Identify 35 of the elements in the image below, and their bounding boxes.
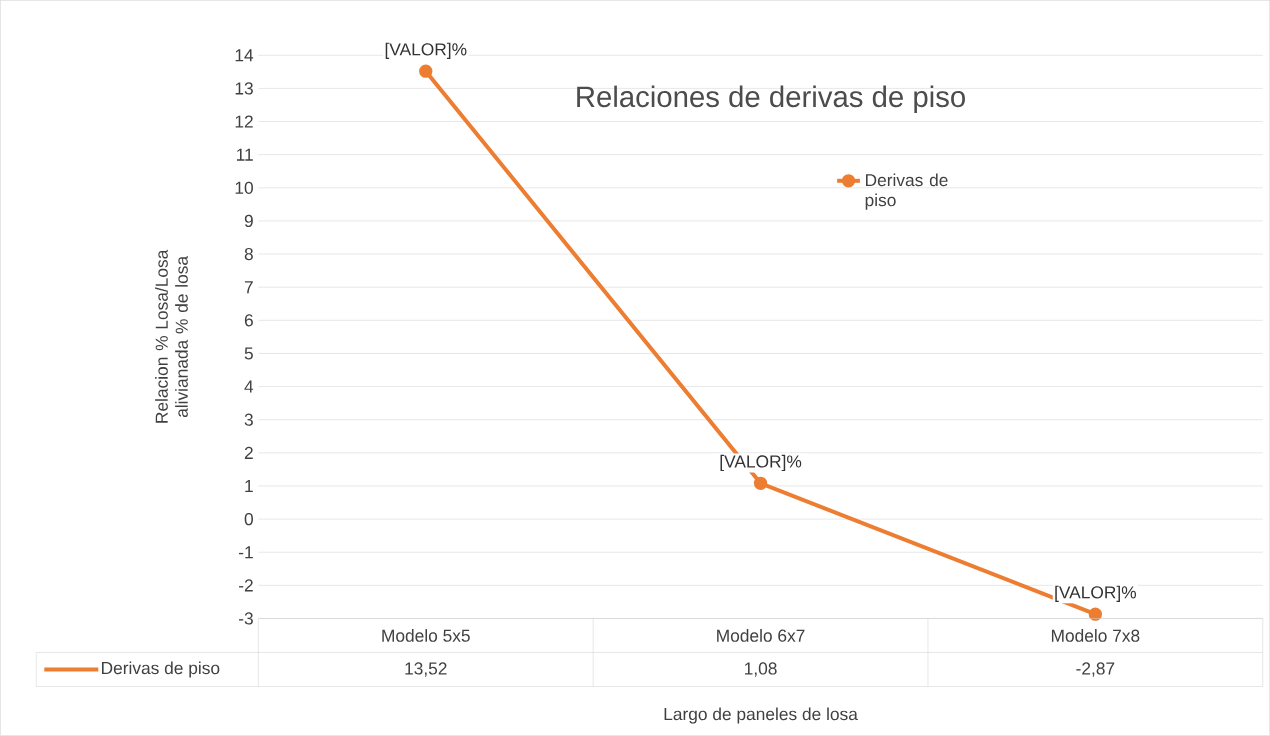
y-tick-label: -3 — [239, 612, 253, 625]
y-tick-label: 7 — [244, 281, 253, 294]
data-label: 1,08 — [745, 662, 777, 677]
text: Derivas de piso — [102, 661, 220, 678]
data-label: 13,52 — [405, 662, 447, 677]
y-tick-label: 5 — [244, 347, 253, 360]
y-tick-label: 12 — [235, 115, 253, 128]
y-axis-title: Relacion % Losa/Losa alivianada % de losa — [155, 249, 188, 423]
x-tick-label: Modelo 7x8 — [1051, 629, 1140, 642]
y-tick-label: 13 — [235, 82, 253, 95]
y-tick-label: -2 — [239, 579, 253, 592]
legend-label: Derivas de piso — [865, 173, 948, 210]
y-tick-label: 10 — [235, 181, 253, 195]
data-label: -2,87 — [1076, 662, 1115, 677]
annotation: [VALOR]% — [1055, 585, 1137, 602]
y-tick-label: 8 — [244, 248, 253, 261]
y-tick-label: 11 — [236, 148, 253, 161]
y-tick-label: 9 — [244, 214, 253, 228]
x-tick-label: Modelo 6x7 — [717, 629, 805, 642]
y-tick-label: 0 — [244, 513, 253, 526]
point — [419, 64, 433, 78]
point — [1088, 607, 1103, 621]
annotation: [VALOR]% — [720, 454, 802, 472]
y-tick-label: 2 — [244, 446, 253, 459]
annotation: [VALOR]% — [385, 42, 467, 60]
x-tick-label: Modelo 5x5 — [382, 629, 470, 642]
y-tick-label: 14 — [235, 49, 254, 62]
y-tick-label: 6 — [244, 314, 253, 327]
y-tick-label: -1 — [239, 546, 253, 559]
text: Relaciones de derivas de piso — [577, 85, 965, 114]
point — [753, 476, 768, 491]
x-axis-title: Largo de paneles de losa — [664, 707, 858, 724]
y-tick-label: 1 — [245, 480, 253, 493]
y-tick-label: 3 — [244, 413, 253, 426]
y-tick-label: 4 — [244, 380, 254, 393]
